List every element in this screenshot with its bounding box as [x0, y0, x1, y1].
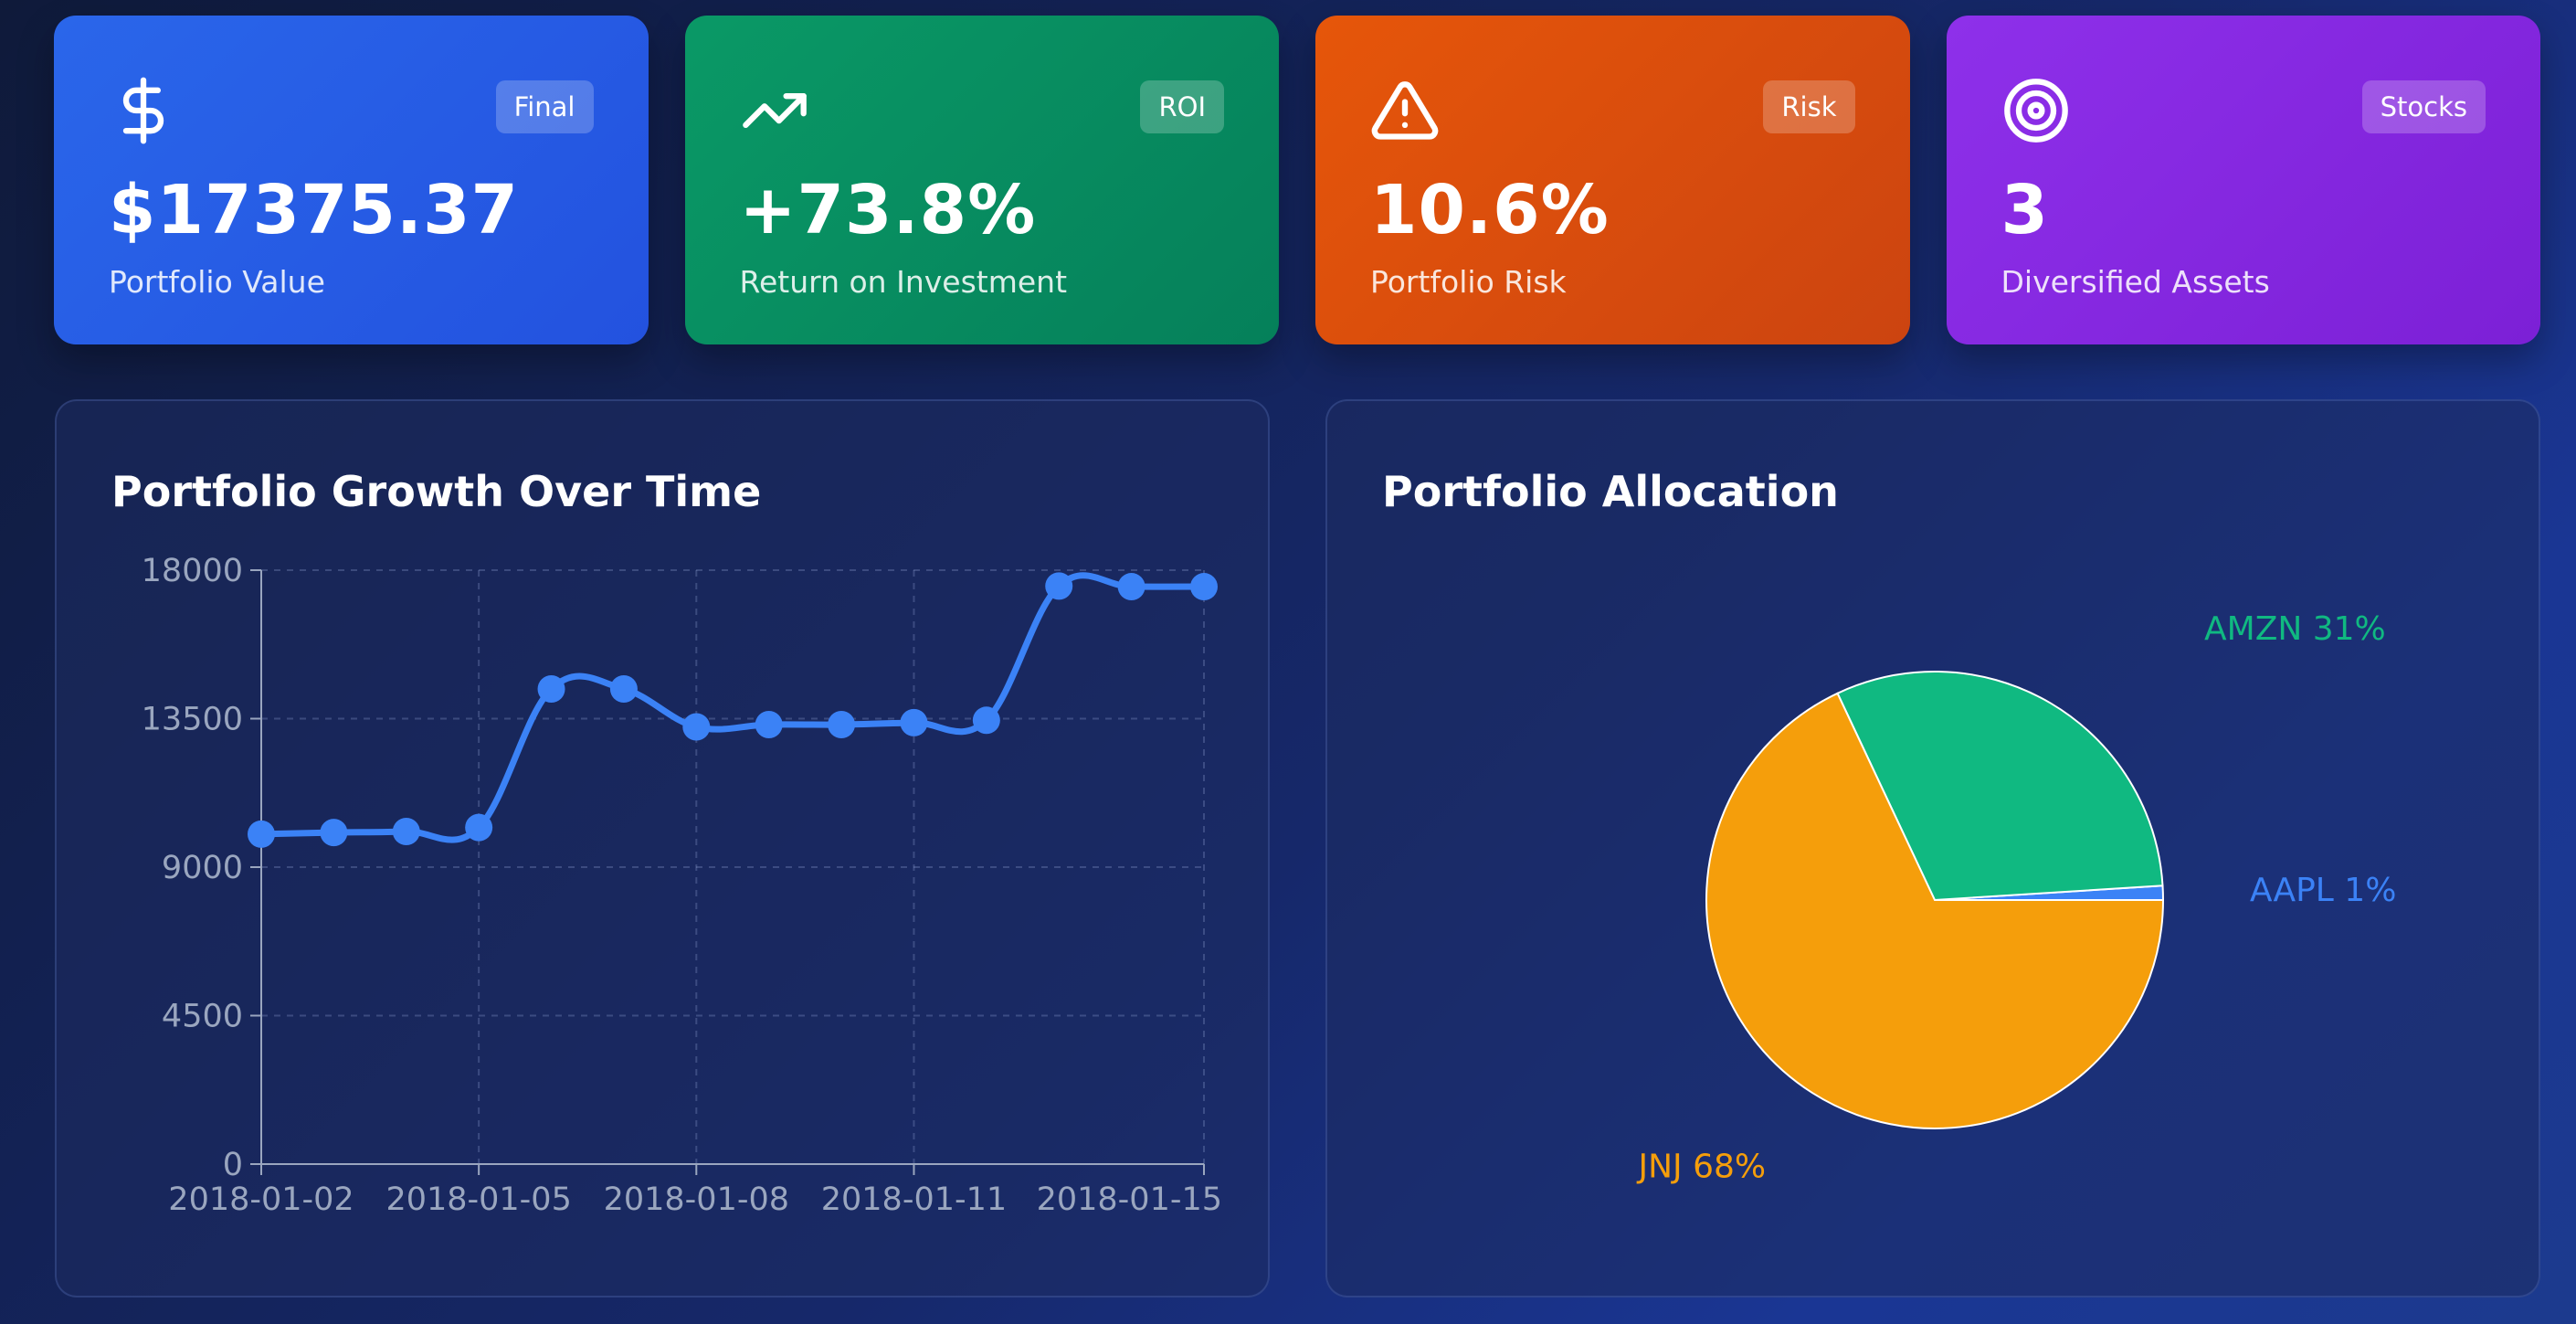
- growth-panel: Portfolio Growth Over Time 0 4500 9000 1350…: [55, 399, 1270, 1298]
- pie-label: AAPL 1%: [2250, 872, 2397, 909]
- allocation-panel: Portfolio Allocation AAPL 1% AMZN 31% JNJ …: [1325, 399, 2540, 1298]
- data-point: [537, 675, 565, 703]
- y-tick-label: 18000: [142, 553, 243, 589]
- series-line: [260, 572, 1205, 843]
- data-point: [248, 820, 275, 848]
- data-point: [392, 818, 420, 845]
- data-point: [1045, 572, 1073, 600]
- dollar-icon: [122, 77, 164, 144]
- growth-title: Portfolio Growth Over Time: [111, 467, 762, 516]
- data-point: [682, 713, 711, 741]
- pie-slice: [1705, 692, 2165, 1129]
- stat-label: Return on Investment: [739, 264, 1068, 300]
- warning-icon: [1371, 81, 1439, 140]
- stat-card-assets: Stocks 3 Diversified Assets: [1946, 16, 2540, 344]
- y-tick-label: 13500: [142, 702, 243, 738]
- growth-line-chart: 0 4500 9000 13500 18000 2018-01-02 2018-01-05 2…: [142, 553, 1222, 1218]
- data-point: [1117, 573, 1145, 601]
- stat-card-roi: ROI +73.8% Return on Investment: [684, 16, 1279, 344]
- allocation-title: Portfolio Allocation: [1382, 467, 1839, 516]
- pie-slice: [1836, 671, 2164, 902]
- stat-value: 3: [2001, 171, 2049, 249]
- stats-row: Final $17375.37 Portfolio Value ROI +73.…: [54, 16, 2540, 344]
- trending-up-icon: [742, 92, 807, 128]
- y-tick-label: 4500: [162, 999, 243, 1035]
- x-tick-label: 2018-01-11: [821, 1181, 1007, 1218]
- stat-badge: ROI: [1140, 80, 1224, 133]
- data-point: [900, 708, 928, 736]
- x-tick-label: 2018-01-15: [1037, 1181, 1222, 1218]
- data-point: [465, 813, 493, 842]
- allocation-pie-chart: AAPL 1% AMZN 31% JNJ 68%: [1637, 610, 2397, 1185]
- stat-card-risk: Risk 10.6% Portfolio Risk: [1315, 16, 1910, 344]
- data-point: [755, 711, 783, 738]
- stat-label: Portfolio Value: [109, 264, 325, 300]
- pie-label: AMZN 31%: [2204, 610, 2386, 648]
- stat-badge: Risk: [1763, 80, 1855, 133]
- data-point: [609, 675, 638, 703]
- pie-label: JNJ 68%: [1637, 1148, 1767, 1185]
- target-icon: [2003, 79, 2068, 143]
- x-tick-label: 2018-01-08: [604, 1181, 789, 1218]
- data-point: [972, 706, 1000, 735]
- stat-badge: Stocks: [2361, 80, 2486, 133]
- stat-value: +73.8%: [739, 171, 1037, 249]
- stat-label: Diversified Assets: [2001, 264, 2270, 300]
- stat-label: Portfolio Risk: [1370, 264, 1567, 300]
- data-point: [320, 819, 348, 847]
- stat-badge: Final: [495, 80, 594, 133]
- x-tick-label: 2018-01-05: [385, 1181, 571, 1218]
- data-point: [1190, 573, 1218, 601]
- stat-value: 10.6%: [1370, 171, 1610, 249]
- y-tick-label: 9000: [162, 850, 243, 886]
- y-tick-label: 0: [223, 1147, 243, 1183]
- stat-card-portfolio-value: Final $17375.37 Portfolio Value: [54, 16, 649, 344]
- data-point: [828, 711, 856, 738]
- stat-value: $17375.37: [109, 171, 520, 249]
- x-tick-label: 2018-01-02: [168, 1181, 354, 1218]
